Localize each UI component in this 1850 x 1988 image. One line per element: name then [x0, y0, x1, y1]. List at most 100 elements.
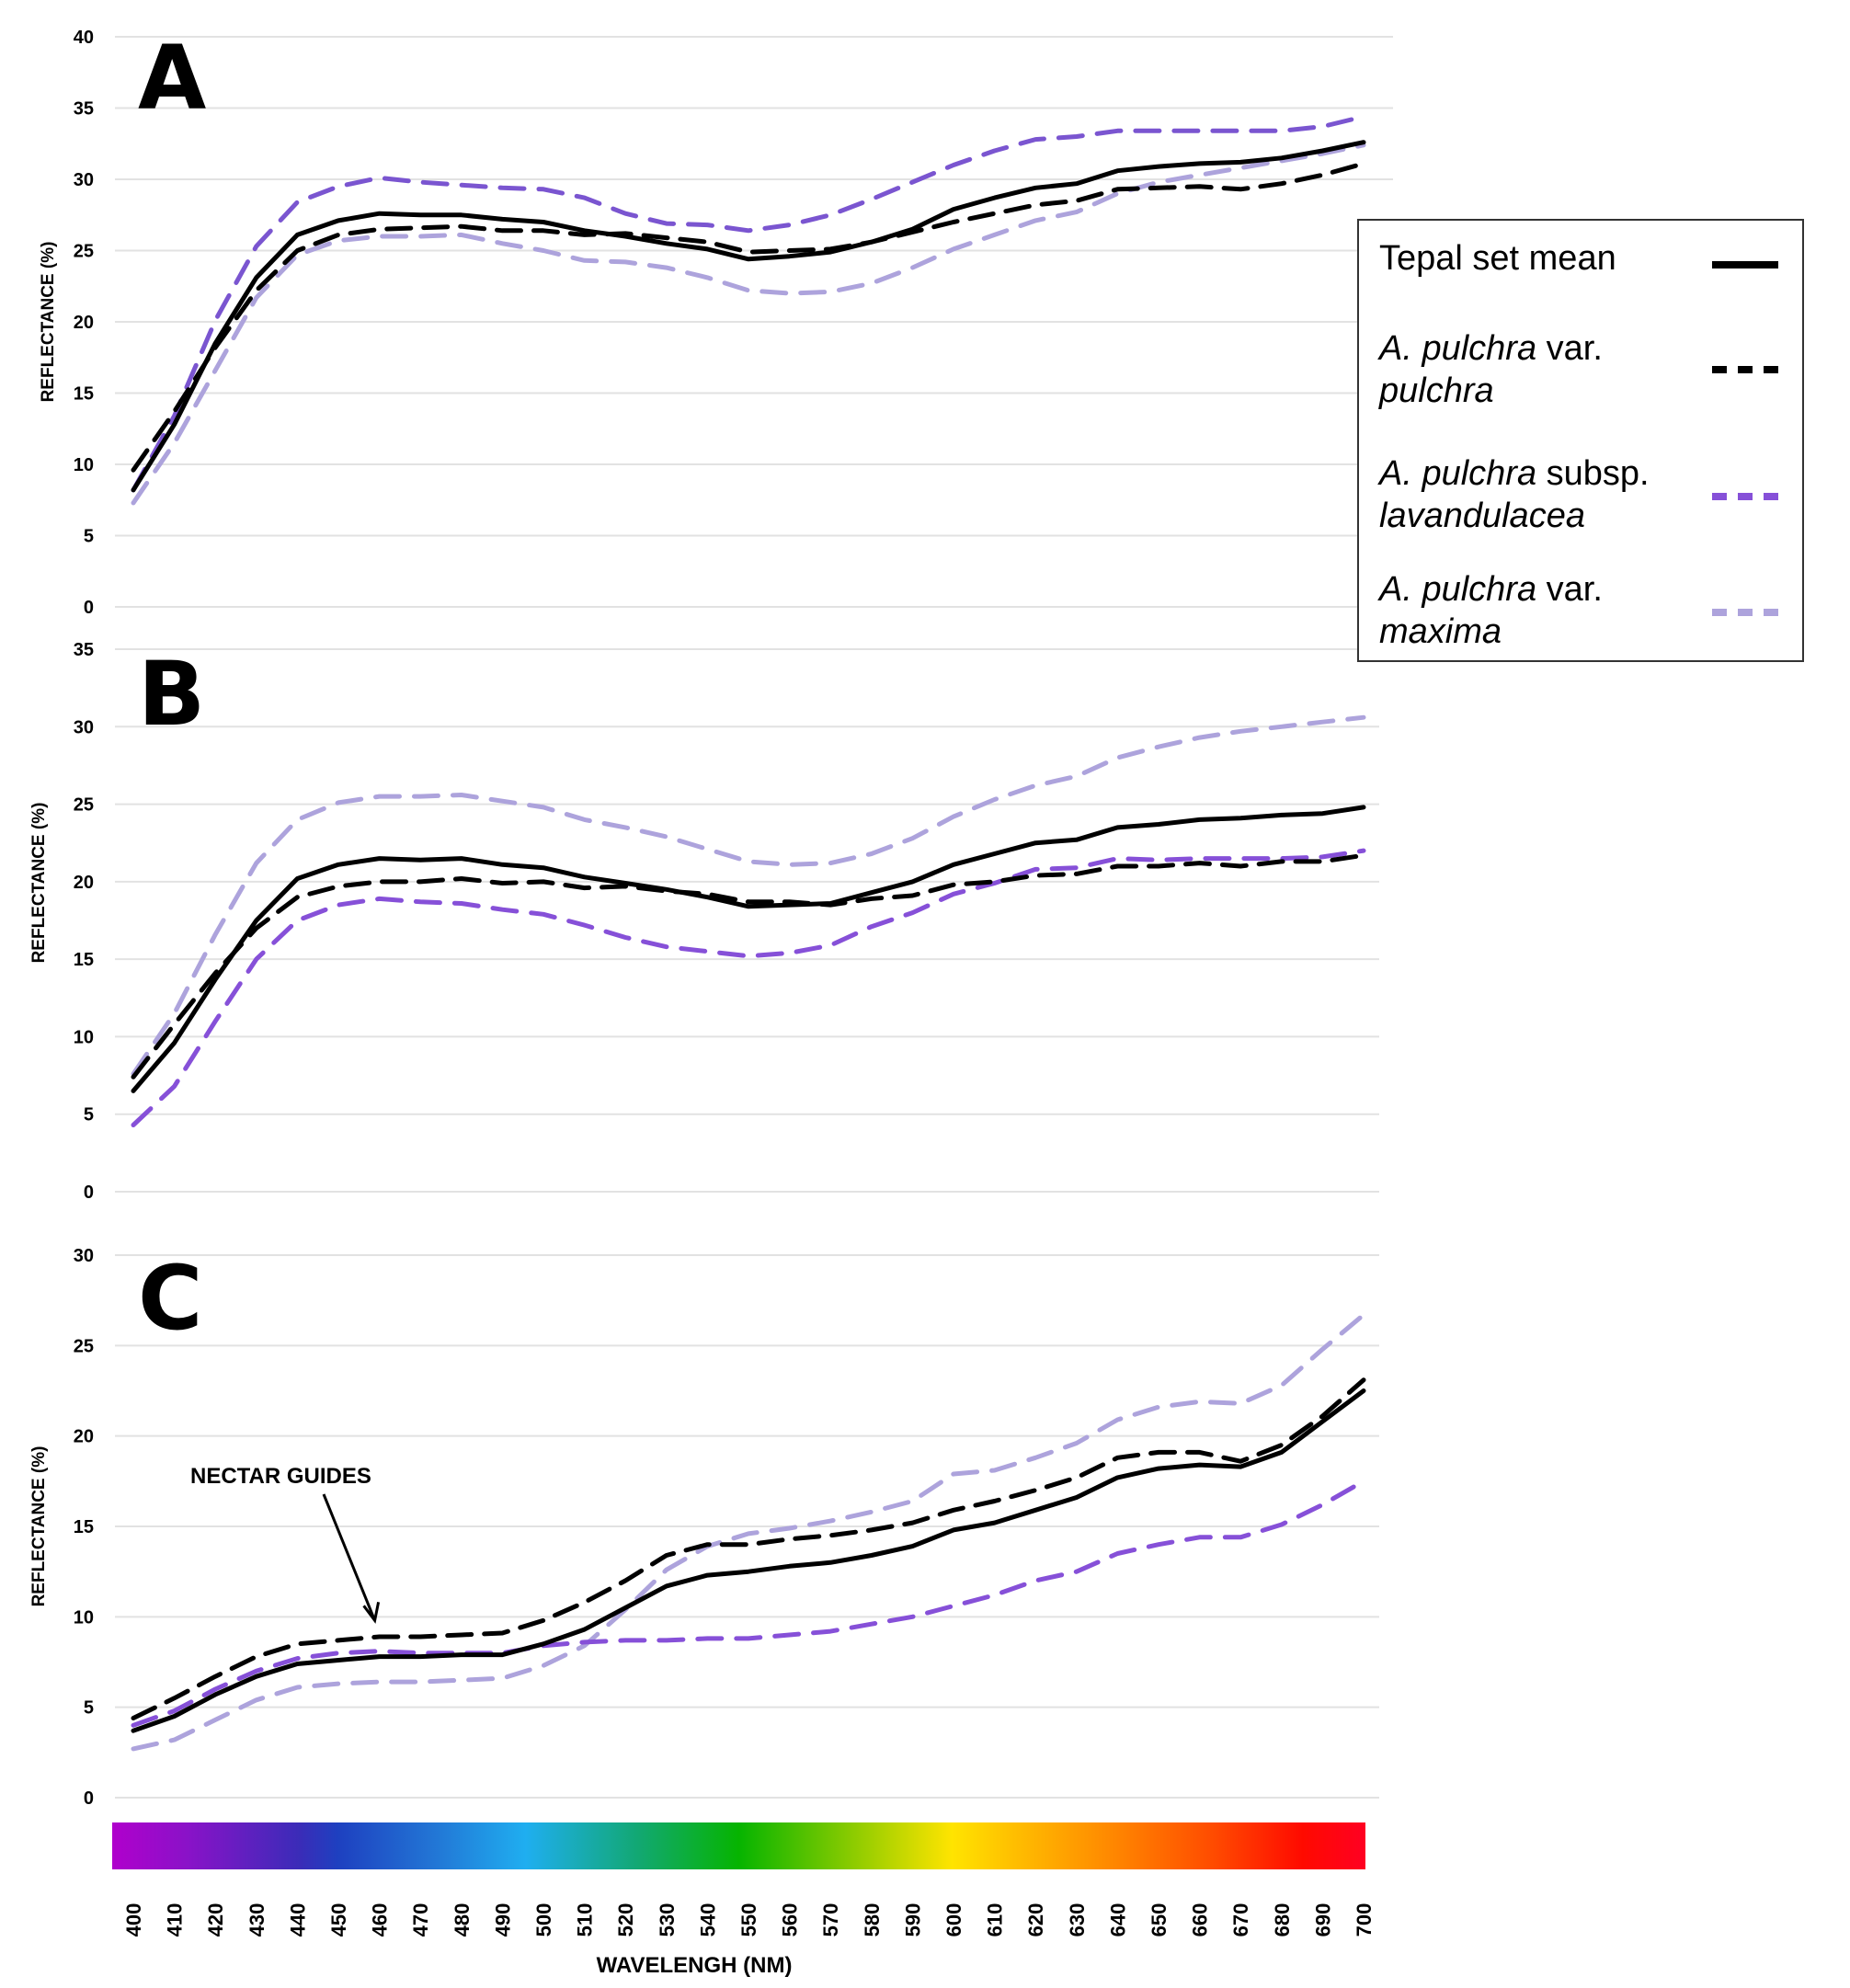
y-tick-label: 30 [74, 170, 94, 190]
y-tick-label: 15 [74, 1517, 94, 1537]
x-tick-label: 420 [204, 1903, 227, 1937]
x-tick-label: 690 [1311, 1903, 1334, 1937]
x-tick-label: 570 [819, 1903, 842, 1937]
y-tick-label: 35 [74, 640, 94, 660]
legend-label-italic: A. pulchra [1379, 329, 1537, 368]
x-tick-label: 430 [246, 1903, 268, 1937]
x-tick-label: 480 [451, 1903, 474, 1937]
x-axis: 400 410 420 430 440 450 460 470 480 490 500 510 520 5… [112, 1822, 1376, 1978]
y-axis-label: REFLECTANCE (%) [29, 1446, 49, 1607]
x-tick-label: 630 [1066, 1903, 1089, 1937]
y-tick-label: 0 [84, 598, 94, 618]
series-line-a-pulchra-var-maxima [131, 143, 1366, 506]
annotation-arrowhead [362, 1602, 381, 1624]
series-line-tepal-set-mean [131, 1388, 1366, 1733]
x-tick-label: 450 [327, 1903, 350, 1937]
x-tick-label: 520 [614, 1903, 637, 1937]
legend-label-epithet: maxima [1379, 612, 1502, 651]
y-axis-label: REFLECTANCE (%) [39, 242, 58, 403]
legend-item-tepal-set-mean: Tepal set mean [1379, 237, 1616, 280]
y-tick-label: 5 [84, 1105, 94, 1125]
x-tick-label: 400 [122, 1903, 145, 1937]
panel-letter: A [138, 27, 206, 130]
x-axis-label: WAVELENGH (NM) [597, 1953, 793, 1978]
legend-item-subsp-lavandulacea: A. pulchra subsp. lavandulacea [1379, 452, 1650, 537]
legend-swatch-dashed-black [1712, 366, 1778, 373]
x-tick-label: 540 [696, 1903, 719, 1937]
panel-letter: B [138, 643, 205, 746]
x-tick-label: 660 [1189, 1903, 1212, 1937]
y-tick-label: 10 [74, 1607, 94, 1628]
legend-swatch-dashed-lavender [1712, 609, 1778, 616]
x-tick-label: 490 [491, 1903, 514, 1937]
y-tick-label: 5 [84, 1698, 94, 1719]
legend-label-rank: subsp. [1536, 454, 1650, 493]
series-line-tepal-set-mean [131, 140, 1366, 493]
y-tick-label: 20 [74, 873, 94, 893]
x-tick-label: 580 [861, 1903, 884, 1937]
legend-label-epithet: lavandulacea [1379, 497, 1585, 535]
x-tick-label: 670 [1229, 1903, 1252, 1937]
x-tick-label: 500 [532, 1903, 555, 1937]
annotation-arrow [322, 1493, 376, 1621]
legend-swatch-solid-black [1712, 261, 1778, 268]
series-line-a-pulchra-subsp-lavandulacea [131, 1479, 1366, 1728]
y-axis-label: REFLECTANCE (%) [29, 803, 49, 964]
legend-item-var-maxima: A. pulchra var. maxima [1379, 568, 1603, 653]
series-line-a-pulchra-var-pulchra [131, 161, 1366, 473]
x-tick-label: 640 [1106, 1903, 1129, 1937]
panel-letter: C [138, 1247, 202, 1350]
legend-label-italic: A. pulchra [1379, 570, 1537, 609]
x-tick-label: 470 [409, 1903, 432, 1937]
x-tick-label: 460 [369, 1903, 392, 1937]
y-tick-label: 10 [74, 455, 94, 475]
series-line-a-pulchra-subsp-lavandulacea [131, 114, 1366, 493]
y-tick-label: 30 [74, 717, 94, 737]
y-tick-label: 25 [74, 1336, 94, 1356]
y-tick-label: 0 [84, 1183, 94, 1203]
series-line-a-pulchra-var-pulchra [131, 852, 1366, 1080]
spectrum-bar [112, 1822, 1365, 1869]
legend-item-var-pulchra: A. pulchra var. pulchra [1379, 327, 1603, 412]
y-tick-label: 25 [74, 242, 94, 262]
y-tick-label: 25 [74, 795, 94, 816]
x-tick-label: 410 [164, 1903, 187, 1937]
y-tick-label: 15 [74, 384, 94, 405]
legend-label: Tepal set mean [1379, 239, 1616, 278]
x-tick-label: 560 [779, 1903, 802, 1937]
x-tick-label: 700 [1353, 1903, 1376, 1937]
series-line-a-pulchra-var-pulchra [131, 1377, 1366, 1720]
y-tick-label: 20 [74, 1427, 94, 1447]
x-tick-label: 680 [1271, 1903, 1294, 1937]
y-tick-label: 0 [84, 1788, 94, 1809]
x-tick-label: 650 [1148, 1903, 1171, 1937]
legend-label-italic: A. pulchra [1379, 454, 1537, 493]
y-tick-label: 20 [74, 313, 94, 333]
series-line-a-pulchra-var-maxima [131, 1312, 1366, 1752]
y-tick-label: 10 [74, 1027, 94, 1047]
panel-a: 0 5 10 15 20 25 30 35 40 REFLECTANCE (%) A [39, 27, 1393, 618]
legend-label-epithet: pulchra [1379, 371, 1494, 410]
legend-label-rank: var. [1536, 570, 1603, 609]
x-tick-label: 620 [1024, 1903, 1047, 1937]
x-tick-label: 550 [737, 1903, 760, 1937]
panel-b: 0 5 10 15 20 25 30 35 REFLECTANCE (%) B [29, 640, 1379, 1203]
series-line-tepal-set-mean [131, 805, 1366, 1093]
x-tick-label: 440 [286, 1903, 309, 1937]
annotation-nectar-guides: NECTAR GUIDES [190, 1464, 371, 1489]
x-tick-label: 600 [942, 1903, 965, 1937]
x-tick-label: 590 [901, 1903, 924, 1937]
y-tick-label: 15 [74, 950, 94, 970]
y-tick-label: 5 [84, 527, 94, 547]
legend-swatch-dashed-purple [1712, 493, 1778, 500]
y-tick-label: 35 [74, 99, 94, 120]
x-tick-label: 610 [984, 1903, 1007, 1937]
x-tick-label: 530 [656, 1903, 679, 1937]
panel-c: 0 5 10 15 20 25 30 REFLECTANCE (%) C NECTAR GUIDE… [29, 1246, 1379, 1809]
legend-label-rank: var. [1536, 329, 1603, 368]
legend: Tepal set mean A. pulchra var. pulchra A… [1357, 219, 1804, 662]
series-line-a-pulchra-subsp-lavandulacea [131, 848, 1366, 1127]
series-line-a-pulchra-var-maxima [131, 714, 1366, 1077]
x-tick-label: 510 [574, 1903, 597, 1937]
